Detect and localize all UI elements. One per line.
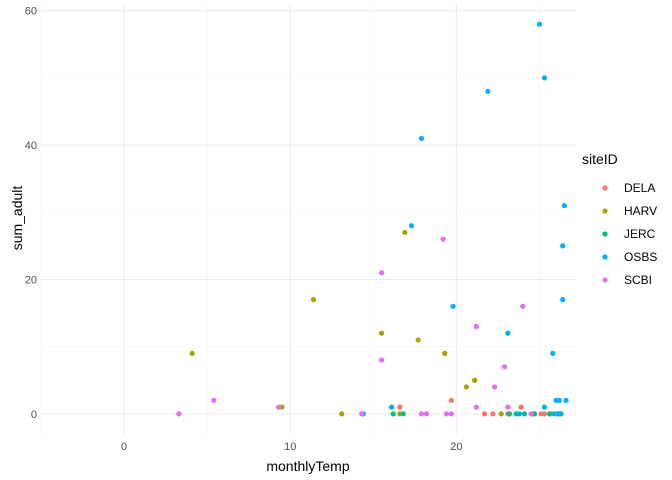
grid-lines bbox=[40, 4, 576, 434]
point-harv bbox=[310, 297, 317, 303]
y-axis-title: sum_adult bbox=[9, 186, 25, 251]
point-osbs bbox=[541, 75, 548, 81]
point-osbs bbox=[516, 411, 523, 417]
point-scbi bbox=[418, 411, 425, 417]
point-scbi bbox=[520, 303, 526, 309]
legend-key-dela bbox=[602, 185, 608, 191]
point-scbi bbox=[379, 357, 385, 363]
y-tick-label: 40 bbox=[25, 140, 37, 152]
tick-labels: 0 10 20 0 20 40 60 bbox=[25, 6, 463, 453]
legend-label-osbs: OSBS bbox=[624, 250, 657, 264]
point-jerc bbox=[390, 411, 396, 417]
legend-key-scbi bbox=[602, 277, 608, 283]
point-dela bbox=[490, 411, 496, 417]
x-tick-label: 0 bbox=[121, 441, 127, 453]
legend: siteID DELA HARV JERC OSBS SCBI bbox=[582, 151, 657, 287]
point-dela bbox=[397, 404, 403, 410]
point-osbs bbox=[505, 330, 511, 336]
point-osbs bbox=[560, 297, 566, 303]
point-osbs bbox=[560, 243, 566, 249]
point-scbi bbox=[359, 411, 365, 417]
point-osbs bbox=[563, 397, 569, 404]
point-scbi bbox=[473, 323, 479, 330]
point-scbi bbox=[505, 404, 511, 410]
point-osbs bbox=[561, 202, 567, 209]
point-scbi bbox=[501, 364, 508, 370]
point-osbs bbox=[556, 397, 562, 404]
point-osbs bbox=[541, 404, 548, 410]
point-scbi bbox=[528, 411, 534, 417]
point-jerc bbox=[546, 411, 553, 417]
point-scbi bbox=[448, 411, 454, 417]
point-scbi bbox=[176, 411, 182, 417]
point-jerc bbox=[506, 411, 513, 417]
legend-key-osbs bbox=[602, 254, 608, 260]
point-scbi bbox=[423, 411, 430, 417]
legend-items: DELA HARV JERC OSBS SCBI bbox=[602, 181, 657, 287]
point-harv bbox=[402, 229, 408, 236]
point-scbi bbox=[211, 397, 217, 404]
point-harv bbox=[498, 411, 504, 417]
point-osbs bbox=[551, 411, 558, 417]
point-scbi bbox=[379, 270, 385, 276]
point-harv bbox=[379, 330, 385, 336]
y-tick-label: 20 bbox=[25, 274, 37, 286]
y-tick-label: 0 bbox=[31, 409, 37, 421]
data-points bbox=[176, 21, 569, 417]
legend-key-jerc bbox=[602, 231, 608, 237]
point-scbi bbox=[443, 411, 450, 417]
legend-title: siteID bbox=[582, 151, 618, 167]
legend-label-jerc: JERC bbox=[624, 227, 656, 241]
point-scbi bbox=[440, 236, 446, 242]
y-tick-label: 60 bbox=[25, 6, 37, 18]
legend-label-scbi: SCBI bbox=[624, 273, 652, 287]
point-osbs bbox=[485, 88, 491, 94]
point-dela bbox=[541, 411, 548, 417]
point-harv bbox=[415, 337, 421, 343]
point-scbi bbox=[473, 404, 479, 410]
point-scbi bbox=[275, 404, 282, 410]
point-osbs bbox=[450, 303, 456, 309]
point-harv bbox=[339, 411, 345, 417]
point-osbs bbox=[388, 404, 395, 410]
point-harv bbox=[463, 384, 469, 390]
point-dela bbox=[518, 404, 524, 410]
x-tick-label: 10 bbox=[284, 441, 296, 453]
point-osbs bbox=[550, 350, 556, 356]
point-osbs bbox=[408, 223, 415, 229]
legend-label-harv: HARV bbox=[624, 204, 657, 218]
legend-label-dela: DELA bbox=[624, 181, 655, 195]
point-harv bbox=[189, 350, 195, 356]
point-dela bbox=[482, 411, 488, 417]
legend-key-harv bbox=[602, 208, 608, 214]
point-harv bbox=[442, 350, 448, 356]
point-jerc bbox=[400, 411, 406, 417]
point-scbi bbox=[491, 384, 498, 390]
point-osbs bbox=[418, 135, 425, 141]
point-dela bbox=[448, 397, 454, 404]
point-osbs bbox=[536, 21, 543, 27]
x-tick-label: 20 bbox=[450, 441, 462, 453]
point-osbs bbox=[556, 411, 562, 417]
x-axis-title: monthlyTemp bbox=[266, 458, 349, 474]
point-jerc bbox=[521, 411, 528, 417]
point-harv bbox=[472, 377, 478, 383]
